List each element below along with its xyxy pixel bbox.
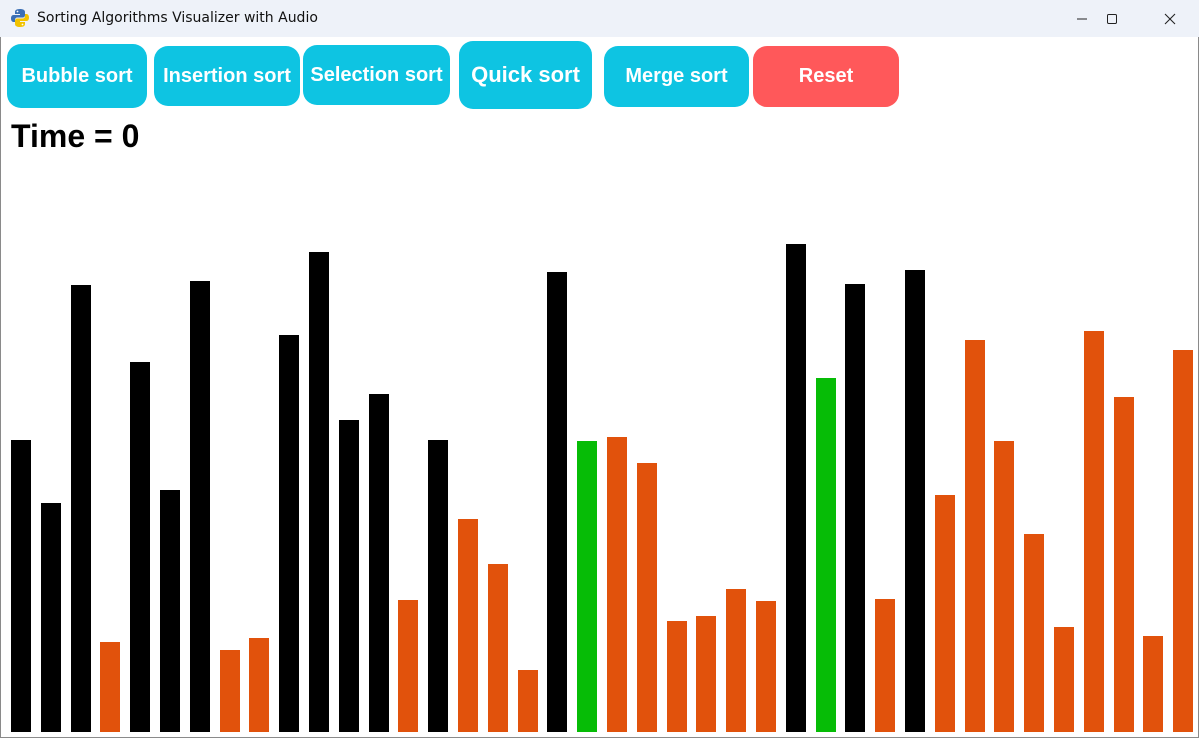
- selection-sort-button[interactable]: Selection sort: [303, 45, 450, 105]
- bar-active: [816, 378, 836, 732]
- bar-default: [369, 394, 389, 732]
- insertion-sort-button[interactable]: Insertion sort: [154, 46, 300, 106]
- time-label: Time = 0: [11, 118, 140, 154]
- bar-partition: [1114, 397, 1134, 732]
- bar-partition: [100, 642, 120, 732]
- bar-default: [11, 440, 31, 732]
- bar-default: [547, 272, 567, 732]
- bar-partition: [1024, 534, 1044, 732]
- python-icon: [11, 9, 29, 27]
- bar-default: [130, 362, 150, 732]
- bar-default: [160, 490, 180, 732]
- close-icon: [1164, 13, 1176, 24]
- bar-default: [786, 244, 806, 732]
- bar-partition: [1084, 331, 1104, 732]
- bar-partition: [1173, 350, 1193, 732]
- bar-partition: [518, 670, 538, 732]
- bar-partition: [756, 601, 776, 732]
- bar-default: [309, 252, 329, 732]
- bar-partition: [637, 463, 657, 732]
- bar-partition: [249, 638, 269, 732]
- bar-partition: [1054, 627, 1074, 732]
- bubble-sort-button[interactable]: Bubble sort: [7, 44, 147, 108]
- bar-default: [71, 285, 91, 732]
- bar-active: [577, 441, 597, 732]
- bar-partition: [398, 600, 418, 732]
- bar-partition: [220, 650, 240, 732]
- bar-partition: [458, 519, 478, 732]
- bar-default: [845, 284, 865, 732]
- bar-partition: [935, 495, 955, 732]
- reset-button[interactable]: Reset: [753, 46, 899, 107]
- window-title: Sorting Algorithms Visualizer with Audio: [37, 10, 318, 26]
- bar-partition: [488, 564, 508, 732]
- minimize-button[interactable]: [1053, 0, 1111, 37]
- title-bar: Sorting Algorithms Visualizer with Audio: [0, 0, 1199, 37]
- quick-sort-button[interactable]: Quick sort: [459, 41, 592, 109]
- bar-default: [339, 420, 359, 732]
- bar-partition: [726, 589, 746, 732]
- bar-partition: [875, 599, 895, 732]
- maximize-button[interactable]: [1083, 0, 1141, 37]
- bar-default: [279, 335, 299, 732]
- bar-default: [41, 503, 61, 732]
- maximize-icon: [1107, 13, 1117, 24]
- bar-partition: [994, 441, 1014, 732]
- bar-partition: [1143, 636, 1163, 732]
- bar-partition: [667, 621, 687, 732]
- close-button[interactable]: [1141, 0, 1199, 37]
- bar-default: [905, 270, 925, 732]
- bar-partition: [696, 616, 716, 732]
- minimize-icon: [1077, 18, 1087, 19]
- bar-default: [428, 440, 448, 732]
- bar-partition: [965, 340, 985, 732]
- merge-sort-button[interactable]: Merge sort: [604, 46, 749, 107]
- bar-partition: [607, 437, 627, 732]
- bar-default: [190, 281, 210, 732]
